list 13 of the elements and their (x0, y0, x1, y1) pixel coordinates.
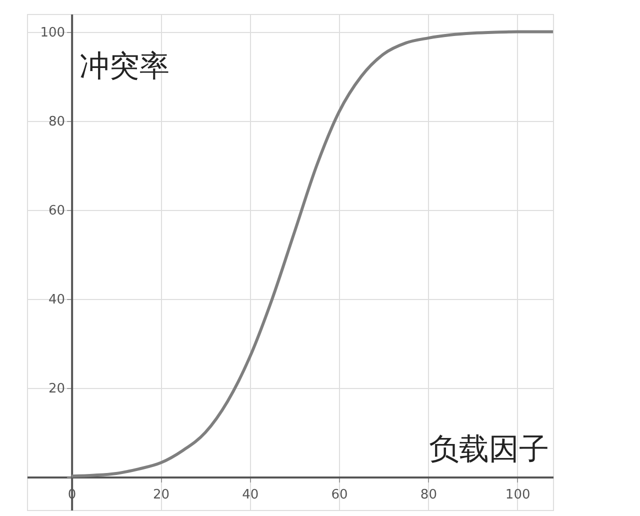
y-tick-label: 80 (48, 114, 66, 130)
x-tick-label: 40 (242, 488, 259, 503)
line-series (70, 30, 554, 478)
y-axis-title: 冲突率 (80, 49, 170, 84)
x-tick-label: 60 (331, 488, 348, 503)
x-axis-title: 负载因子 (429, 432, 549, 468)
y-tick-label: 60 (48, 203, 66, 218)
x-tick-label: 80 (420, 488, 437, 503)
x-tick-label: 100 (505, 488, 530, 503)
y-tick-label: 20 (48, 382, 66, 397)
x-tick-label: 20 (152, 488, 170, 503)
y-tick-label: 40 (48, 292, 66, 308)
y-tick-label: 100 (40, 25, 66, 40)
